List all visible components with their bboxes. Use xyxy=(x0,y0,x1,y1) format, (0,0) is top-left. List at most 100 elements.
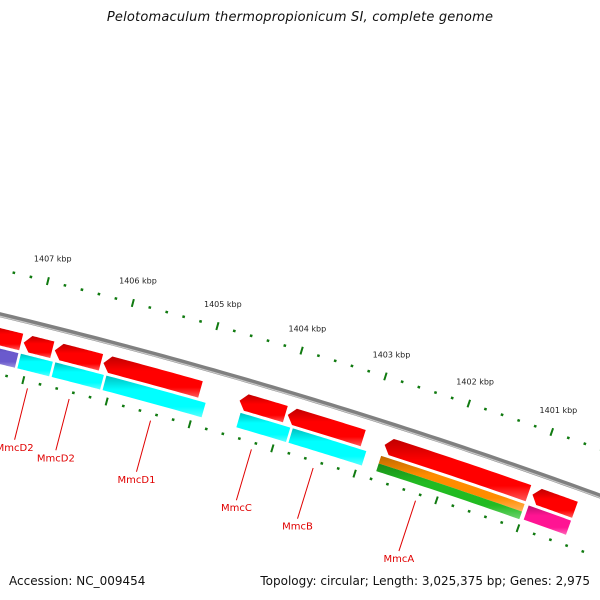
gene-label[interactable]: MmcB xyxy=(282,522,313,533)
minor-tick xyxy=(165,310,169,314)
inner-minor-tick xyxy=(467,509,471,513)
gene-block-shading xyxy=(378,455,525,512)
minor-tick xyxy=(433,390,438,395)
inner-minor-tick xyxy=(38,382,42,386)
inner-minor-tick xyxy=(369,477,373,481)
major-tick xyxy=(383,372,388,381)
inner-minor-tick xyxy=(71,391,75,395)
minor-tick xyxy=(367,369,371,373)
kbp-label: 1407 kbp xyxy=(34,255,72,264)
minor-tick xyxy=(114,296,118,301)
gene-block-shading xyxy=(236,412,291,442)
gene-label-line xyxy=(136,420,152,472)
gene-arrow-shading xyxy=(103,356,203,398)
inner-minor-tick xyxy=(564,543,569,548)
gene-arrow-shading xyxy=(384,438,532,502)
backbone xyxy=(0,312,600,499)
minor-tick xyxy=(266,339,270,343)
inner-major-tick xyxy=(21,375,26,385)
inner-minor-tick xyxy=(121,404,125,408)
inner-minor-tick xyxy=(336,466,340,471)
gene-label-line xyxy=(235,449,252,501)
inner-major-tick xyxy=(352,469,357,478)
gene-block-shading xyxy=(102,375,206,418)
gene-block-shading xyxy=(17,353,53,377)
kbp-label: 1406 kbp xyxy=(119,277,157,286)
inner-minor-tick xyxy=(320,461,324,465)
major-tick xyxy=(130,298,135,308)
gene-label[interactable]: MmcD1 xyxy=(118,475,156,486)
gene-block-shading xyxy=(288,428,367,466)
inner-minor-tick xyxy=(532,532,536,536)
gene-arrow-shading xyxy=(23,336,55,358)
kbp-label: 1405 kbp xyxy=(204,300,242,309)
inner-minor-tick xyxy=(581,549,585,554)
inner-minor-tick xyxy=(55,386,59,391)
gene-arrow-shading xyxy=(287,408,366,447)
gene-label[interactable]: MmcC xyxy=(221,503,252,514)
gene-labels: MmcA MmcB MmcC MmcD1 MmcD2MmcD2 xyxy=(0,388,416,565)
outer-scale: 1401 kbp 1402 kbp 1403 kbp 1404 kbp 1405 kbp… xyxy=(12,255,600,451)
kbp-label: 1401 kbp xyxy=(540,406,578,415)
inner-minor-tick xyxy=(138,408,142,413)
inner-major-tick xyxy=(270,444,275,453)
minor-tick xyxy=(450,396,454,400)
minor-tick xyxy=(517,418,521,423)
map-title: Pelotomaculum thermopropionicum SI, comp… xyxy=(106,10,494,25)
inner-minor-tick xyxy=(204,427,208,431)
minor-tick xyxy=(80,288,84,292)
minor-tick xyxy=(566,436,570,440)
genome-summary-text: Topology: circular; Length: 3,025,375 bp… xyxy=(260,574,590,588)
minor-tick xyxy=(500,413,504,417)
backbone-highlight xyxy=(0,315,600,499)
inner-major-tick xyxy=(187,420,192,429)
inner-major-tick xyxy=(104,397,109,406)
minor-tick xyxy=(12,271,16,275)
inner-minor-tick xyxy=(221,432,225,436)
inner-minor-tick xyxy=(303,456,307,460)
inner-minor-tick xyxy=(154,413,159,417)
minor-tick xyxy=(283,344,287,348)
gene-block-shading xyxy=(51,362,104,390)
gene-block-shading xyxy=(0,348,19,368)
gene-label[interactable]: MmcD2 xyxy=(0,443,34,454)
minor-tick xyxy=(182,315,186,319)
major-tick xyxy=(45,277,50,286)
minor-tick xyxy=(350,364,354,368)
kbp-label: 1403 kbp xyxy=(373,350,411,359)
inner-minor-tick xyxy=(171,418,175,422)
inner-major-tick xyxy=(515,524,521,533)
backbone-arc xyxy=(0,312,600,499)
minor-tick xyxy=(148,305,152,310)
gene-block-shading xyxy=(523,505,572,535)
inner-major-tick xyxy=(434,496,439,505)
gene-label-line xyxy=(55,398,70,451)
inner-minor-tick xyxy=(418,493,422,497)
minor-tick xyxy=(232,329,236,333)
kbp-label: 1402 kbp xyxy=(456,378,494,387)
minor-tick xyxy=(333,359,337,363)
major-tick xyxy=(299,346,304,355)
gene-arrow-shading xyxy=(532,488,578,518)
gene-label-line xyxy=(14,388,28,440)
gene-label[interactable]: MmcD2 xyxy=(37,453,75,464)
gene-label[interactable]: MmcA xyxy=(384,554,415,565)
minor-tick xyxy=(97,292,101,296)
inner-minor-tick xyxy=(451,504,455,508)
major-tick xyxy=(215,322,220,331)
accession-text: Accession: NC_009454 xyxy=(9,574,146,588)
minor-tick xyxy=(483,407,488,411)
inner-scale xyxy=(5,374,585,554)
major-tick xyxy=(466,399,472,408)
gene-arrow-shading xyxy=(0,328,24,351)
minor-tick xyxy=(63,283,67,287)
minor-tick xyxy=(316,354,321,358)
gene-block-shading xyxy=(376,463,522,520)
minor-tick xyxy=(249,334,253,338)
gene-label-line xyxy=(297,467,314,519)
inner-minor-tick xyxy=(287,451,291,455)
inner-minor-tick xyxy=(500,520,504,525)
inner-minor-tick xyxy=(402,487,406,492)
gene-arrow-shading xyxy=(239,394,288,423)
